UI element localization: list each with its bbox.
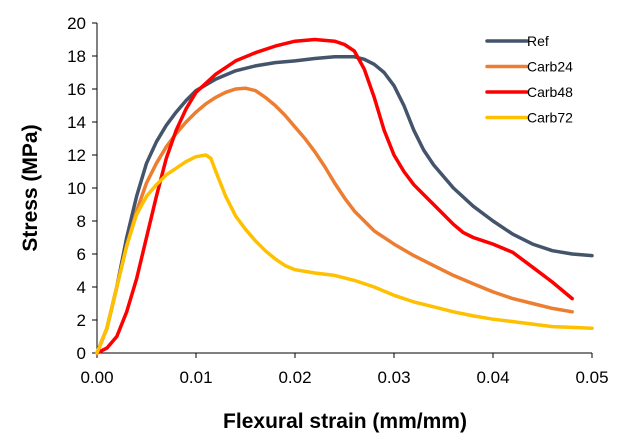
x-axis-title: Flexural strain (mm/mm) (223, 410, 467, 433)
y-tick-label: 10 (67, 179, 86, 198)
x-tick-label: 0.01 (179, 368, 212, 387)
series-line-carb24 (95, 86, 574, 355)
legend-label-carb48: Carb48 (527, 84, 573, 100)
x-tick-label: 0.00 (80, 368, 113, 387)
y-tick-label: 8 (77, 212, 86, 231)
x-tick-label: 0.05 (575, 368, 608, 387)
y-tick-label: 2 (77, 311, 86, 330)
y-tick-label: 18 (67, 47, 86, 66)
ticks: 0 2 4 6 8 10 12 14 16 18 20 0.00 0.01 0.02 0.03 0.04 0.0… (67, 14, 608, 387)
series-line-carb72 (95, 153, 594, 355)
legend-label-ref: Ref (527, 33, 549, 49)
y-tick-label: 20 (67, 14, 86, 33)
x-tick-label: 0.04 (476, 368, 509, 387)
y-tick-label: 12 (67, 146, 86, 165)
legend-label-carb24: Carb24 (527, 59, 573, 75)
x-tick-label: 0.03 (377, 368, 410, 387)
y-tick-label: 14 (67, 113, 86, 132)
x-tick-label: 0.02 (278, 368, 311, 387)
series-lines (95, 37, 594, 355)
legend: Ref Carb24 Carb48 Carb72 (485, 33, 573, 126)
series-line-carb48 (95, 37, 574, 355)
y-tick-label: 0 (77, 344, 86, 363)
y-tick-label: 6 (77, 245, 86, 264)
series-line-ref (95, 55, 594, 355)
legend-label-carb72: Carb72 (527, 110, 573, 126)
y-tick-label: 16 (67, 80, 86, 99)
y-axis-title: Stress (MPa) (19, 124, 42, 251)
axes (96, 23, 592, 354)
y-tick-label: 4 (77, 278, 86, 297)
